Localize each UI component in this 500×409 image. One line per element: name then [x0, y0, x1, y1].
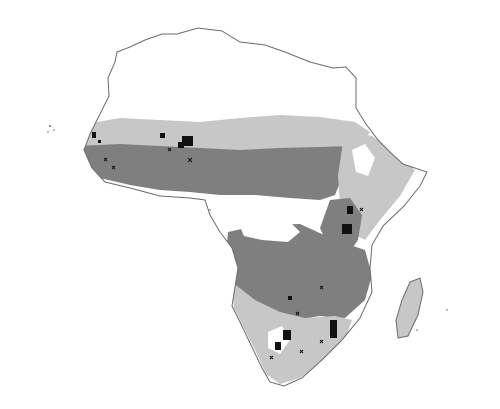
zone-south-dark: [226, 224, 372, 320]
zone-sahel-light: [84, 115, 370, 152]
island-speck: [47, 131, 49, 133]
cross-marker: [299, 349, 304, 354]
record-marker: [347, 206, 353, 214]
cross-marker: [103, 157, 108, 162]
record-marker: [160, 133, 165, 138]
suitability-zones: [84, 115, 415, 384]
cross-marker: [359, 207, 364, 212]
zone-west-dark: [84, 144, 350, 200]
madagascar: [395, 277, 424, 339]
record-marker: [92, 132, 96, 138]
zone-gap-highlands: [352, 144, 375, 176]
cross-marker: [187, 157, 193, 163]
islands: [47, 125, 448, 331]
cross-marker: [111, 165, 116, 170]
cross-marker: [319, 285, 324, 290]
record-markers: [92, 132, 353, 350]
record-marker: [330, 320, 337, 338]
cross-markers: [103, 147, 364, 360]
africa-outline: [83, 27, 428, 387]
zone-gap-congo: [238, 216, 300, 242]
record-marker: [182, 136, 193, 146]
cross-marker: [167, 147, 172, 152]
record-marker: [275, 342, 281, 350]
island-speck: [209, 209, 211, 211]
record-marker: [283, 330, 291, 340]
island-speck: [49, 125, 51, 127]
record-marker: [178, 142, 184, 148]
record-marker: [342, 224, 352, 234]
record-marker: [288, 296, 292, 300]
cross-marker: [269, 355, 274, 360]
cross-marker: [295, 311, 300, 316]
island-speck: [446, 309, 448, 311]
cross-marker: [319, 339, 324, 344]
zone-southern-light: [232, 282, 352, 384]
island-speck: [416, 329, 418, 331]
island-speck: [53, 129, 55, 131]
record-marker: [98, 140, 101, 143]
